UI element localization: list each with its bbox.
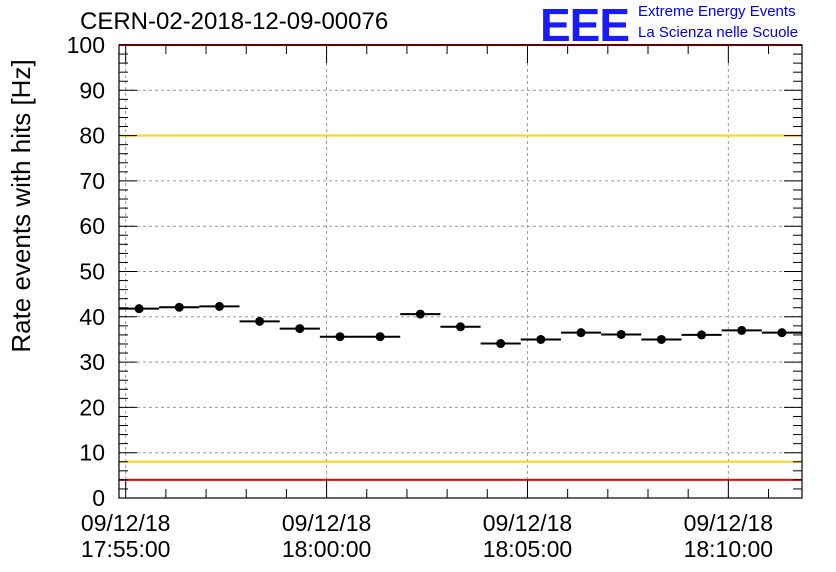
point-marker — [576, 328, 586, 338]
y-tick-label: 70 — [79, 168, 105, 194]
x-tick-label-time: 18:05:00 — [483, 536, 573, 562]
x-tick-label-time: 18:00:00 — [282, 536, 372, 562]
grid — [119, 45, 802, 498]
data-point — [480, 339, 521, 349]
point-marker — [255, 316, 265, 326]
y-tick-label: 80 — [79, 123, 105, 149]
point-marker — [375, 332, 385, 342]
y-tick-label: 20 — [79, 394, 105, 420]
data-point — [400, 309, 441, 319]
point-marker — [616, 329, 626, 339]
logo-text-line-2: La Scienza nelle Scuole — [638, 24, 799, 41]
x-tick-label-date: 09/12/18 — [483, 510, 573, 536]
reference-lines — [119, 44, 802, 481]
point-marker — [656, 334, 666, 344]
y-tick-label: 40 — [79, 304, 105, 330]
point-marker — [777, 328, 787, 338]
point-marker — [456, 322, 465, 332]
y-tick-labels: 0 10 20 30 40 50 60 70 80 90 100 — [67, 32, 105, 511]
eee-logo-mark: EEE — [540, 0, 630, 51]
axis-ticks — [119, 44, 802, 499]
x-tick-label-date: 09/12/18 — [81, 510, 171, 536]
x-tick-label-time: 17:55:00 — [81, 536, 171, 562]
y-tick-label: 90 — [79, 77, 105, 103]
y-axis-label: Rate events with hits [Hz] — [6, 59, 36, 352]
data-point — [520, 334, 561, 344]
y-tick-label: 60 — [79, 213, 105, 239]
y-tick-label: 50 — [79, 259, 105, 285]
data-point — [601, 329, 642, 339]
y-tick-label: 30 — [79, 349, 105, 375]
point-marker — [174, 302, 184, 312]
point-marker — [295, 324, 305, 334]
point-marker — [335, 332, 345, 342]
chart-title: CERN-02-2018-12-09-00076 — [80, 8, 389, 35]
point-marker — [496, 339, 506, 349]
x-tick-label-time: 18:10:00 — [684, 536, 774, 562]
data-point — [360, 332, 401, 342]
point-marker — [415, 309, 425, 319]
y-tick-label: 10 — [79, 440, 105, 466]
data-point — [119, 304, 160, 314]
data-point — [159, 302, 200, 312]
data-point — [761, 328, 802, 338]
data-point — [279, 324, 320, 334]
data-points — [119, 301, 802, 349]
data-point — [440, 322, 481, 332]
data-point — [239, 316, 280, 326]
data-point — [560, 328, 602, 338]
point-marker — [134, 304, 144, 314]
point-marker — [697, 330, 707, 340]
logo-text-line-1: Extreme Energy Events — [638, 3, 796, 20]
data-point — [641, 334, 682, 344]
data-point — [199, 301, 240, 311]
data-point — [319, 332, 361, 342]
point-marker — [737, 325, 747, 335]
point-marker — [214, 301, 224, 311]
eee-logo: EEE Extreme Energy Events La Scienza nel… — [540, 0, 830, 51]
y-tick-label: 100 — [67, 32, 105, 58]
x-tick-label-date: 09/12/18 — [282, 510, 372, 536]
data-point — [681, 330, 722, 340]
data-point — [721, 325, 762, 335]
y-tick-label: 0 — [92, 485, 105, 511]
point-marker — [536, 334, 546, 344]
x-tick-label-date: 09/12/18 — [684, 510, 774, 536]
x-tick-labels: 09/12/1817:55:0009/12/1818:00:0009/12/18… — [81, 510, 773, 562]
